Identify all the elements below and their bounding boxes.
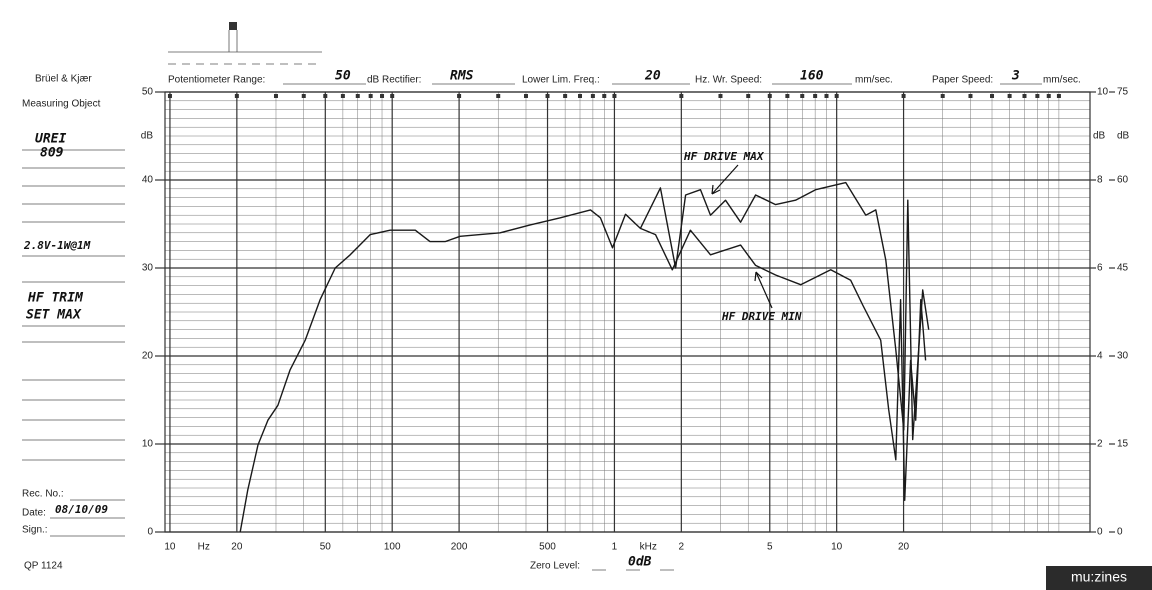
paper-speed-unit: mm/sec.: [1043, 75, 1081, 86]
response-curve: [239, 181, 930, 533]
y-tick-label: 0: [147, 527, 153, 538]
annotation-arrows: [711, 164, 773, 309]
x-tick-label: 10: [831, 542, 843, 553]
y3-tick-label: 0: [1117, 527, 1123, 538]
paper-mark: [968, 94, 973, 98]
paper-mark: [1056, 94, 1061, 98]
x-tick-label: 20: [898, 542, 910, 553]
paper-mark: [1035, 94, 1040, 98]
paper-mark: [273, 94, 278, 98]
measuring-object: Measuring Object: [22, 99, 101, 110]
brand: Brüel & Kjær: [35, 74, 92, 85]
paper-mark: [340, 94, 345, 98]
y3-tick-label: 30: [1117, 351, 1129, 362]
x-tick-label: 50: [320, 542, 332, 553]
lower-lim: 20: [644, 69, 661, 84]
object-line: 809: [40, 146, 64, 161]
y3-label: dB: [1117, 131, 1130, 142]
x-tick-label: 200: [451, 542, 468, 553]
x-tick-label: 2: [679, 542, 685, 553]
y2-tick-label: 4: [1097, 351, 1103, 362]
wr-speed-label: Hz. Wr. Speed:: [695, 75, 762, 86]
form-no: QP 1124: [24, 561, 63, 572]
object-line: SET MAX: [26, 308, 82, 323]
paper-mark: [496, 94, 501, 98]
pot-range: 50: [335, 69, 351, 84]
y2-tick-label: 2: [1097, 439, 1103, 450]
sign-label: Sign.:: [22, 525, 48, 536]
x-tick-label: 20: [231, 542, 243, 553]
paper-mark: [940, 94, 945, 98]
paper-mark: [813, 94, 818, 98]
x-unit: kHz: [640, 542, 657, 553]
y2-tick-label: 0: [1097, 527, 1103, 538]
paper-mark: [990, 94, 995, 98]
lower-lim-label: Lower Lim. Freq.:: [522, 75, 600, 86]
paper-mark: [301, 94, 306, 98]
y-tick-label: 30: [142, 263, 154, 274]
paper-mark: [1022, 94, 1027, 98]
date-label: Date:: [22, 508, 46, 519]
y-tick-label: 20: [142, 351, 154, 362]
pot-range-label: Potentiometer Range:: [168, 75, 265, 86]
series-annotation: HF DRIVE MIN: [721, 310, 802, 323]
y2-label: dB: [1093, 131, 1106, 142]
paper-speed-label: Paper Speed:: [932, 75, 993, 86]
paper-mark: [1007, 94, 1012, 98]
object-rules: [22, 149, 125, 461]
pen-marker: [168, 22, 322, 65]
y2-tick-label: 8: [1097, 175, 1103, 186]
rectifier: RMS: [450, 69, 474, 84]
paper-mark: [523, 94, 528, 98]
y3-tick-label: 45: [1117, 263, 1129, 274]
y3-tick-label: 75: [1117, 87, 1129, 98]
paper-mark: [368, 94, 373, 98]
object-line: UREI: [35, 132, 66, 147]
paper-mark: [563, 94, 568, 98]
wr-speed: 160: [800, 69, 824, 84]
zero-level-label: Zero Level:: [530, 561, 580, 572]
response-curve: [640, 227, 927, 501]
y3-tick-label: 60: [1117, 175, 1129, 186]
paper-speed: 3: [1011, 69, 1020, 84]
y2-tick-label: 10: [1097, 87, 1109, 98]
x-unit: Hz: [198, 542, 210, 553]
x-tick-label: 1: [612, 542, 618, 553]
paper-mark: [355, 94, 360, 98]
paper-mark: [380, 94, 385, 98]
y-tick-label: 40: [142, 175, 154, 186]
y-tick-label: 10: [142, 439, 154, 450]
paper-mark: [824, 94, 829, 98]
rec-no-label: Rec. No.:: [22, 489, 64, 500]
paper-mark: [602, 94, 607, 98]
date: 08/10/09: [55, 503, 108, 516]
zero-level: 0dB: [628, 555, 652, 570]
y3-tick-label: 15: [1117, 439, 1129, 450]
paper-mark: [718, 94, 723, 98]
series-annotation: HF DRIVE MAX: [683, 150, 765, 163]
y-label: dB: [141, 131, 154, 142]
y2-tick-label: 6: [1097, 263, 1103, 274]
paper-mark: [800, 94, 805, 98]
paper-mark: [1046, 94, 1051, 98]
x-tick-label: 5: [767, 542, 773, 553]
paper-mark: [785, 94, 790, 98]
paper-mark: [746, 94, 751, 98]
wr-speed-unit: mm/sec.: [855, 75, 893, 86]
x-tick-label: 500: [539, 542, 556, 553]
object-line: 2.8V-1W@1M: [23, 239, 91, 252]
y-tick-label: 50: [142, 87, 154, 98]
watermark: mu:zines: [1071, 569, 1127, 585]
x-tick-label: 100: [384, 542, 401, 553]
paper-mark: [578, 94, 583, 98]
watermark-box: [1046, 566, 1152, 590]
x-tick-label: 10: [164, 542, 176, 553]
rectifier-label: dB Rectifier:: [367, 75, 421, 86]
paper-mark: [590, 94, 595, 98]
object-line: HF TRIM: [27, 291, 84, 306]
